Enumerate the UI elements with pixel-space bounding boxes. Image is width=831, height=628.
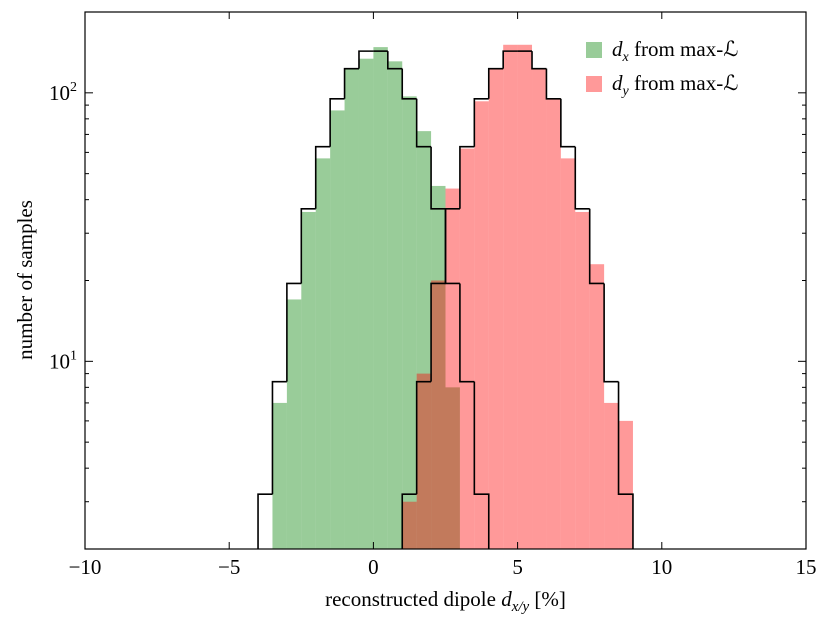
step-outline bbox=[286, 282, 302, 382]
histogram-bar bbox=[431, 280, 446, 549]
step-outline bbox=[257, 493, 273, 549]
step-outline bbox=[430, 282, 446, 382]
histogram-bar bbox=[402, 96, 417, 549]
x-label-unit: [%] bbox=[529, 587, 566, 611]
y-tick-exponent: 2 bbox=[70, 80, 77, 95]
histogram-bar bbox=[387, 61, 403, 550]
x-tick-label: 0 bbox=[368, 555, 379, 579]
legend-label: dx from max-ℒ bbox=[612, 37, 738, 65]
histogram-bar bbox=[402, 501, 417, 549]
step-outline bbox=[415, 380, 432, 495]
legend-text: from max-ℒ bbox=[629, 37, 739, 61]
step-outline bbox=[401, 68, 417, 100]
step-outline bbox=[300, 207, 316, 284]
step-outline bbox=[444, 207, 460, 284]
legend-label: dy from max-ℒ bbox=[612, 71, 738, 99]
step-outline bbox=[459, 283, 475, 383]
y-tick-exponent: 1 bbox=[70, 348, 77, 363]
legend-symbol: d bbox=[612, 71, 623, 95]
histogram-bar bbox=[315, 158, 331, 550]
x-tick-label: 5 bbox=[512, 555, 523, 579]
histogram-bar bbox=[358, 58, 374, 549]
histogram-bar bbox=[589, 264, 605, 549]
x-tick-label: 10 bbox=[651, 555, 672, 579]
y-tick-base: 10 bbox=[49, 81, 70, 105]
histogram-bar bbox=[474, 101, 489, 549]
step-outline bbox=[574, 146, 590, 210]
histogram-bar bbox=[286, 299, 302, 549]
y-tick-label: 102 bbox=[49, 80, 77, 105]
step-outline bbox=[588, 208, 605, 285]
histogram-bar bbox=[416, 131, 432, 549]
step-outline bbox=[314, 145, 331, 209]
step-outline bbox=[502, 50, 518, 69]
histogram-bar bbox=[560, 158, 576, 550]
x-label-symbol: d bbox=[501, 587, 512, 611]
x-label-text: reconstructed dipole bbox=[325, 587, 501, 611]
step-outline bbox=[415, 98, 432, 148]
step-outline bbox=[329, 98, 345, 147]
legend-swatch bbox=[586, 76, 602, 92]
histogram-bar bbox=[546, 98, 561, 549]
y-tick-label: 101 bbox=[49, 348, 77, 373]
step-outline bbox=[531, 51, 547, 70]
histogram-bar bbox=[445, 387, 460, 549]
step-outline bbox=[545, 68, 561, 100]
histogram-bar bbox=[330, 110, 345, 549]
histogram-bar bbox=[301, 211, 316, 549]
x-tick-label: −10 bbox=[69, 555, 102, 579]
histogram-bar bbox=[575, 211, 590, 549]
step-outline bbox=[343, 67, 359, 99]
x-tick-label: −5 bbox=[218, 555, 240, 579]
step-outline bbox=[459, 145, 475, 209]
step-outline bbox=[387, 51, 403, 70]
legend-text: from max-ℒ bbox=[629, 71, 739, 95]
legend-subscript: y bbox=[621, 84, 630, 99]
step-outline bbox=[271, 380, 287, 495]
y-tick-base: 10 bbox=[49, 349, 70, 373]
step-outline bbox=[617, 381, 634, 549]
step-outline bbox=[560, 98, 576, 148]
step-outline bbox=[430, 146, 446, 210]
step-outline bbox=[473, 98, 489, 147]
histogram-bar bbox=[416, 373, 432, 549]
histogram-bar bbox=[618, 420, 633, 549]
step-outline bbox=[401, 493, 417, 549]
legend-subscript: x bbox=[622, 50, 630, 65]
histogram-bar bbox=[604, 402, 619, 549]
histogram-bar bbox=[532, 68, 547, 549]
step-outline bbox=[487, 67, 504, 99]
histogram-bar bbox=[517, 44, 533, 550]
legend-symbol: d bbox=[612, 37, 623, 61]
histogram-bar bbox=[272, 402, 287, 549]
histogram-bar bbox=[503, 44, 518, 550]
histogram-bar bbox=[445, 188, 460, 549]
histogram-bar bbox=[344, 68, 359, 549]
x-label-subscript: x/y bbox=[511, 599, 530, 615]
histogram-bar bbox=[459, 148, 475, 549]
step-outline bbox=[358, 50, 374, 69]
step-outline bbox=[473, 381, 490, 549]
y-axis-label: number of samples bbox=[13, 200, 37, 360]
legend-swatch bbox=[586, 42, 602, 58]
histogram-bar bbox=[373, 47, 388, 550]
histogram-bar bbox=[488, 68, 504, 549]
histogram-bar bbox=[431, 185, 446, 549]
x-axis-label: reconstructed dipole dx/y [%] bbox=[325, 587, 566, 615]
step-outline bbox=[603, 283, 619, 383]
x-tick-label: 15 bbox=[796, 555, 817, 579]
